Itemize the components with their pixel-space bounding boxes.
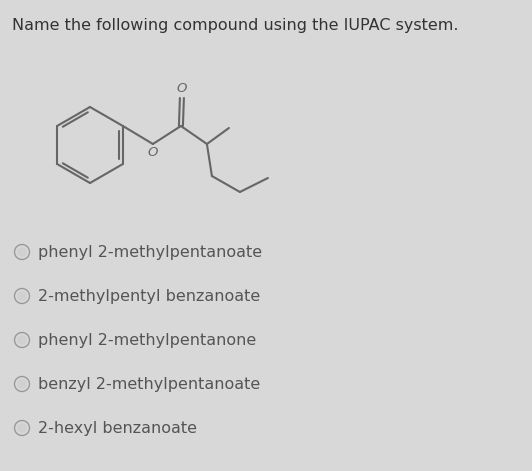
Circle shape (17, 247, 27, 257)
Text: benzyl 2-methylpentanoate: benzyl 2-methylpentanoate (38, 376, 260, 391)
Circle shape (17, 379, 27, 389)
Text: phenyl 2-methylpentanoate: phenyl 2-methylpentanoate (38, 244, 262, 260)
Circle shape (17, 423, 27, 433)
Text: O: O (148, 146, 158, 159)
Text: phenyl 2-methylpentanone: phenyl 2-methylpentanone (38, 333, 256, 348)
Circle shape (17, 291, 27, 301)
Text: 2-hexyl benzanoate: 2-hexyl benzanoate (38, 421, 197, 436)
Text: O: O (177, 82, 187, 95)
Text: 2-methylpentyl benzanoate: 2-methylpentyl benzanoate (38, 289, 260, 303)
Circle shape (17, 335, 27, 345)
Text: Name the following compound using the IUPAC system.: Name the following compound using the IU… (12, 18, 459, 33)
